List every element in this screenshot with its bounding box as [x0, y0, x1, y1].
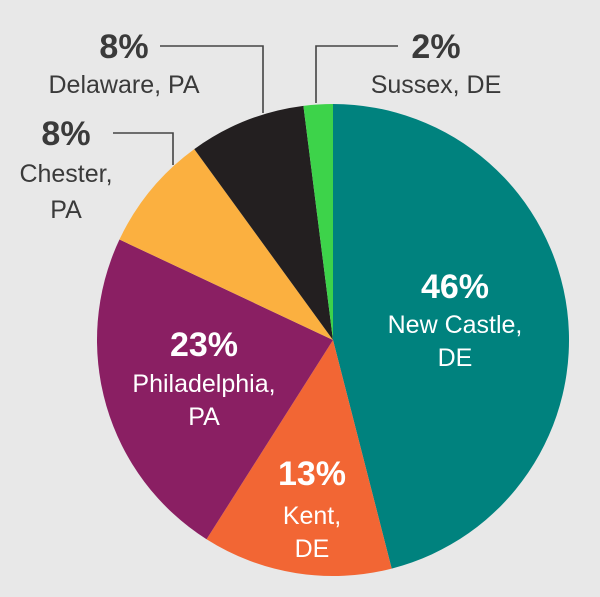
pie-slice-philadelphia-pa [97, 239, 333, 540]
slice-label-kent-pct: 13% [278, 455, 346, 493]
pie-slice-new-castle-de [333, 104, 570, 569]
pie-slice-kent-de [206, 340, 392, 577]
leader-line-delaware [160, 45, 264, 113]
leader-line-chester [113, 132, 174, 165]
slice-label-chester-state: PA [50, 196, 82, 224]
slice-label-new-castle-name: New Castle, [388, 311, 523, 339]
pie-slices [97, 103, 570, 577]
slice-label-philadelphia-pct: 23% [170, 326, 238, 364]
slice-label-philadelphia-state: PA [188, 403, 220, 431]
slice-label-kent-state: DE [295, 535, 330, 563]
leader-line-sussex [315, 45, 398, 103]
slice-label-sussex-name: Sussex, DE [371, 71, 502, 99]
slice-label-sussex-pct: 2% [411, 28, 460, 66]
slice-label-delaware-name: Delaware, PA [49, 71, 200, 99]
slice-label-delaware-pct: 8% [99, 28, 148, 66]
slice-label-chester-name: Chester, [19, 160, 112, 188]
slice-label-new-castle-state: DE [438, 344, 473, 372]
slice-label-chester-pct: 8% [41, 115, 90, 153]
pie-slice-chester-pa [119, 149, 334, 340]
slice-label-new-castle-pct: 46% [421, 268, 489, 306]
pie-slice-delaware-pa [194, 105, 333, 340]
slice-label-kent-name: Kent, [283, 502, 341, 530]
pie-slice-sussex-de [303, 103, 333, 340]
slice-label-philadelphia-name: Philadelphia, [132, 370, 275, 398]
